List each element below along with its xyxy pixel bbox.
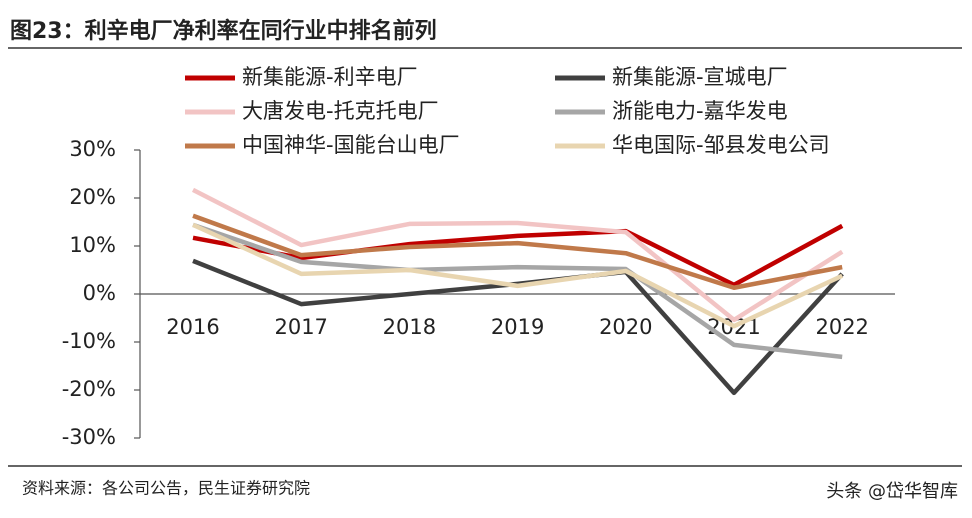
x-tick-label: 2022 bbox=[815, 315, 868, 339]
legend-label: 中国神华-国能台山电厂 bbox=[242, 133, 460, 157]
legend-label: 新集能源-利辛电厂 bbox=[242, 65, 418, 89]
y-tick-label: 10% bbox=[69, 233, 116, 257]
x-tick-label: 2017 bbox=[274, 315, 327, 339]
y-tick-label: -20% bbox=[62, 377, 116, 401]
y-tick-label: 30% bbox=[69, 137, 116, 161]
y-tick-label: -10% bbox=[62, 329, 116, 353]
source: 资料来源：各公司公告，民生证券研究院 bbox=[22, 479, 310, 498]
watermark: 头条 @岱华智库 bbox=[826, 481, 958, 502]
x-tick-label: 2020 bbox=[599, 315, 652, 339]
x-tick-label: 2018 bbox=[383, 315, 436, 339]
legend-label: 浙能电力-嘉华发电 bbox=[612, 99, 788, 123]
series-line bbox=[192, 222, 843, 360]
series-line bbox=[192, 213, 843, 291]
series-line bbox=[191, 187, 844, 323]
y-tick-label: -30% bbox=[62, 425, 116, 449]
y-tick-label: 20% bbox=[69, 185, 116, 209]
legend-label: 新集能源-宣城电厂 bbox=[612, 65, 788, 89]
series-line bbox=[192, 223, 844, 288]
page-title: 图23：利辛电厂净利率在同行业中排名前列 bbox=[10, 18, 437, 44]
legend-label: 华电国际-邹县发电公司 bbox=[612, 133, 830, 157]
x-tick-label: 2019 bbox=[491, 315, 544, 339]
y-tick-label: 0% bbox=[83, 281, 116, 305]
series-line bbox=[192, 222, 844, 329]
legend-label: 大唐发电-托克托电厂 bbox=[242, 99, 439, 123]
x-tick-label: 2016 bbox=[166, 315, 219, 339]
